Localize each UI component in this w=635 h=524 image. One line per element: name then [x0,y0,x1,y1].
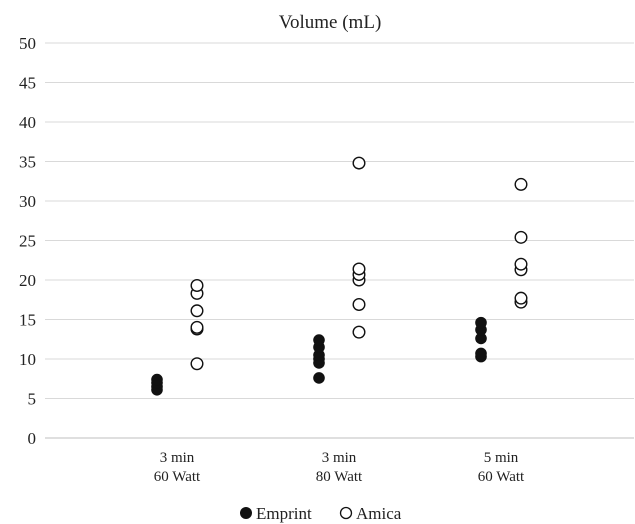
point-amica [190,279,204,293]
y-tick-label: 50 [19,34,36,53]
x-category-label: 3 min 80 Watt [316,450,363,485]
point-emprint [151,373,163,386]
y-tick-label: 30 [19,192,36,211]
point-amica [352,325,366,339]
x-category-label: 5 min 60 Watt [478,450,525,485]
point-emprint [313,334,325,346]
legend-marker-emprint [240,507,252,519]
point-emprint [313,372,325,384]
point-amica [190,320,204,334]
y-tick-label: 20 [19,271,36,290]
y-tick-label: 35 [19,153,36,172]
y-tick-label: 0 [28,429,37,448]
point-amica [352,156,366,170]
legend-label-emprint: Emprint [256,504,312,523]
y-axis-tick-labels: 0 5 10 15 20 25 30 35 40 45 50 [19,34,36,448]
point-amica [190,357,204,371]
legend-marker-amica [339,506,353,520]
x-category-label: 3 min 60 Watt [154,450,201,485]
y-tick-label: 45 [19,74,36,93]
y-tick-label: 15 [19,311,36,330]
y-tick-label: 25 [19,232,36,251]
point-emprint [475,316,487,329]
y-tick-label: 40 [19,113,36,132]
point-amica [514,230,528,244]
point-amica [190,304,204,318]
gridlines [45,42,634,439]
point-amica [514,257,528,271]
point-emprint [475,347,487,360]
point-amica [352,262,366,276]
legend: Emprint Amica [240,504,402,523]
legend-label-amica: Amica [356,504,402,523]
y-tick-label: 10 [19,350,36,369]
data-points [151,156,528,396]
point-emprint [475,332,487,345]
y-tick-label: 5 [28,390,37,409]
point-amica [514,291,528,305]
point-amica [352,297,366,311]
point-amica [514,177,528,191]
chart-title: Volume (mL) [279,12,382,33]
